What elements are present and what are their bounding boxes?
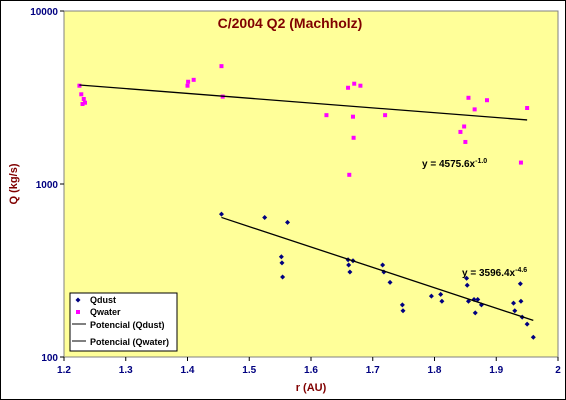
water-point [82,100,87,105]
x-tick-label: 1.5 [242,365,256,376]
dust-point [279,260,285,266]
x-axis-label: r (AU) [296,382,327,394]
dust-point [472,310,478,316]
dust-point [475,296,481,302]
water-point [525,105,530,110]
dust-point [346,262,352,268]
water-point [466,95,471,100]
x-tick-label: 1.2 [57,365,71,376]
water-point [185,83,190,88]
water-point [484,98,489,103]
dust-point [512,308,518,314]
dust-point [524,321,530,327]
dust-point [380,262,386,268]
water-point [324,113,329,118]
dust-point [347,269,353,275]
dust-fit-equation-exponent: -4.6 [515,267,527,274]
dust-point [285,219,291,225]
trend-line [79,84,528,121]
x-tick-label: 1.3 [119,365,133,376]
water-point [191,77,196,82]
water-point [352,81,357,86]
dust-point [278,254,284,260]
water-point [219,64,224,69]
legend-water-fit-label: Potencial (Qwater) [90,337,169,347]
dust-point [518,298,524,304]
dust-point [428,293,434,299]
water-point [351,135,356,140]
y-axis-label: Q (kg/s) [8,163,20,204]
water-fit-equation: y = 4575.6x-1.0 [422,158,487,170]
dust-point [399,302,405,308]
dust-point [511,300,517,306]
water-point [472,107,477,112]
dust-point [218,211,224,217]
chart-title: C/2004 Q2 (Machholz) [218,15,363,31]
dust-point [439,298,445,304]
legend-dust-marker [75,297,81,303]
legend-water-label: Qwater [90,307,121,317]
dust-point [517,281,523,287]
water-fit-equation-exponent: -1.0 [475,158,487,165]
water-point [79,92,84,97]
water-point [346,85,351,90]
water-point [186,79,191,84]
water-point [463,139,468,144]
x-tick-label: 1.7 [366,365,380,376]
legend-water-marker [76,310,80,314]
dust-fit-equation-base: y = 3596.4x [462,268,516,279]
legend-dust-label: Qdust [90,295,116,305]
y-tick-label: 100 [41,353,58,364]
legend-box [69,292,178,352]
x-tick-label: 1.6 [304,365,318,376]
water-point [462,124,467,129]
x-tick-label: 1.9 [489,365,503,376]
trend-line [221,216,534,322]
water-point [358,83,363,88]
water-point [458,129,463,134]
chart-marks [77,64,536,340]
water-point [350,114,355,119]
water-fit-equation-base: y = 4575.6x [422,159,476,170]
y-tick-label: 1000 [36,180,59,191]
dust-fit-equation: y = 3596.4x-4.6 [462,267,527,279]
dust-point [400,308,406,314]
x-tick-label: 1.8 [428,365,442,376]
y-tick-label: 10000 [30,7,58,18]
legend: Qdust Qwater Potencial (Qdust) Potencial… [69,292,178,352]
water-point [383,113,388,118]
trend-lines [79,84,534,322]
dust-point [464,282,470,288]
x-axis-ticks: 1.2 1.3 1.4 1.5 1.6 1.7 1.8 1.9 2 [57,357,561,376]
dust-point [438,291,444,297]
water-point [518,160,523,165]
dust-point [530,334,536,340]
legend-dust-fit-label: Potencial (Qdust) [90,320,165,330]
dust-point [464,275,470,281]
dust-point [280,274,286,280]
water-point [347,172,352,177]
x-tick-label: 1.4 [181,365,195,376]
water-point [80,102,85,107]
water-point [81,96,86,101]
water-point [77,83,82,88]
y-axis-ticks: 100 1000 10000 [30,7,64,364]
x-tick-label: 2 [555,365,561,376]
dust-point [387,279,393,285]
dust-point [262,215,268,221]
